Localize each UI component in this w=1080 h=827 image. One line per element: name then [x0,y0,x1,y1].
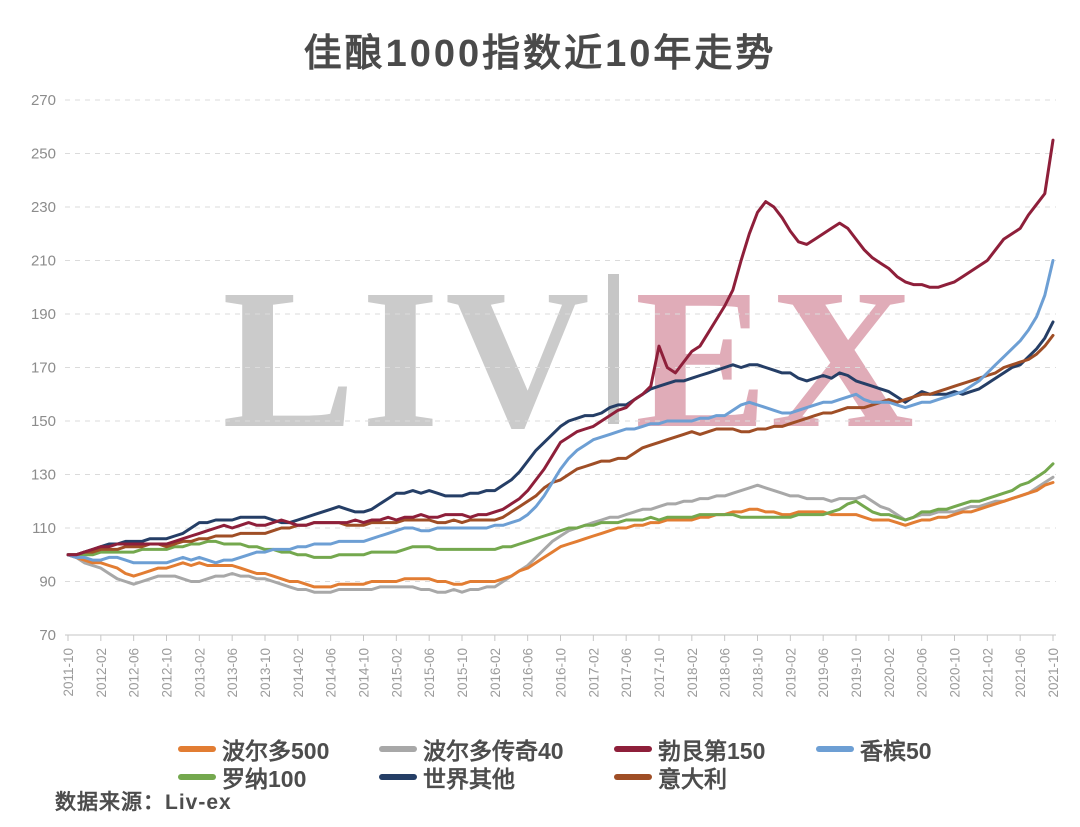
legend-item-意大利: 意大利 [614,764,727,792]
x-axis-label-2013-10: 2013-10 [258,648,273,698]
legend-swatch-世界其他 [379,774,417,780]
y-axis-label-250: 250 [31,146,56,163]
series-line-意大利 [66,333,1055,557]
data-source: 数据来源：Liv-ex [55,791,232,814]
x-axis-label-2021-06: 2021-06 [1013,648,1028,698]
series-line-香槟50 [66,259,1055,565]
x-axis-label-2011-10: 2011-10 [61,648,76,697]
chart-title: 佳酿1000指数近10年走势 [303,33,777,75]
legend-swatch-意大利 [614,774,652,780]
x-axis-label-2013-02: 2013-02 [192,648,207,698]
x-axis-label-2016-10: 2016-10 [554,648,569,698]
x-axis-label-2014-02: 2014-02 [291,648,306,698]
legend-item-世界其他: 世界其他 [379,764,515,792]
legend-swatch-波尔多传奇40 [379,746,417,752]
y-axis-label-210: 210 [31,253,56,270]
y-axis-label-190: 190 [31,306,56,323]
x-axis-label-2017-06: 2017-06 [619,648,634,698]
y-axis-label-70: 70 [39,627,56,644]
x-axis-label-2018-02: 2018-02 [685,648,700,698]
x-axis-label-2016-06: 2016-06 [521,648,536,698]
x-axis-label-2015-02: 2015-02 [389,648,404,698]
y-axis-label-150: 150 [31,413,56,430]
legend-label-世界其他: 世界其他 [423,766,515,792]
x-axis-label-2012-06: 2012-06 [127,648,142,698]
x-axis-label-2017-02: 2017-02 [586,648,601,698]
x-axis-label-2012-02: 2012-02 [94,648,109,698]
legend-item-勃艮第150: 勃艮第150 [614,736,765,764]
legend-swatch-罗纳100 [178,774,216,780]
x-axis-label-2012-10: 2012-10 [160,648,175,698]
x-axis-label-2016-02: 2016-02 [488,648,503,698]
y-axis-label-170: 170 [31,360,56,377]
x-axis-label-2015-10: 2015-10 [455,648,470,698]
legend-item-波尔多传奇40: 波尔多传奇40 [379,736,564,764]
x-axis-label-2014-10: 2014-10 [357,648,372,698]
x-axis-label-2013-06: 2013-06 [225,648,240,698]
legend-item-波尔多500: 波尔多500 [178,736,329,764]
series-line-勃艮第150 [66,138,1055,557]
x-axis-label-2021-02: 2021-02 [980,648,995,698]
x-axis-label-2017-10: 2017-10 [652,648,667,698]
x-axis-label-2020-02: 2020-02 [882,648,897,698]
legend-label-香槟50: 香槟50 [860,738,932,764]
y-axis-label-130: 130 [31,467,56,484]
legend-label-波尔多500: 波尔多500 [222,738,330,764]
x-axis-label-2021-10: 2021-10 [1046,648,1061,698]
series-line-波尔多传奇40 [66,475,1055,594]
x-axis-label-2018-06: 2018-06 [718,648,733,698]
x-axis-label-2015-06: 2015-06 [422,648,437,698]
legend-item-罗纳100: 罗纳100 [178,764,306,792]
legend-swatch-香槟50 [816,746,854,752]
legend-label-波尔多传奇40: 波尔多传奇40 [423,738,564,764]
y-axis-label-90: 90 [39,574,56,591]
series-line-波尔多500 [66,481,1055,589]
y-axis-label-230: 230 [31,199,56,216]
x-axis-label-2019-06: 2019-06 [816,648,831,698]
watermark-divider [607,273,619,424]
legend-label-意大利: 意大利 [658,766,727,792]
series-line-世界其他 [66,320,1055,557]
y-axis-label-110: 110 [32,520,56,537]
x-axis-label-2019-02: 2019-02 [783,648,798,698]
y-axis-label-270: 270 [31,92,56,109]
x-axis-label-2019-10: 2019-10 [849,648,864,698]
x-axis-label-2014-06: 2014-06 [324,648,339,698]
watermark-liv-text: LIV [222,248,596,470]
x-axis-label-2020-10: 2020-10 [948,648,963,698]
x-axis-label-2018-10: 2018-10 [751,648,766,698]
legend-swatch-波尔多500 [178,746,216,752]
legend-label-罗纳100: 罗纳100 [222,766,307,792]
x-axis-label-2020-06: 2020-06 [915,648,930,698]
legend-swatch-勃艮第150 [614,746,652,752]
series-line-罗纳100 [66,462,1055,559]
legend-label-勃艮第150: 勃艮第150 [658,738,766,764]
legend-item-香槟50: 香槟50 [816,736,932,764]
